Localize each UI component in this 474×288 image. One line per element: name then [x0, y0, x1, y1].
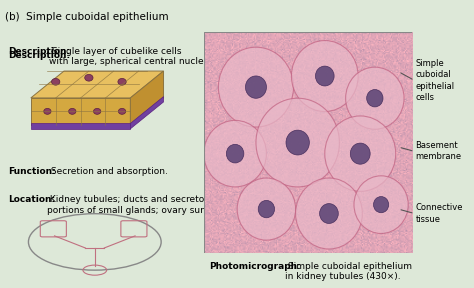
Circle shape: [258, 200, 274, 218]
Circle shape: [296, 178, 362, 249]
Text: Simple
cuboidal
epithelial
cells: Simple cuboidal epithelial cells: [415, 59, 455, 102]
Polygon shape: [31, 124, 130, 129]
Circle shape: [118, 108, 126, 114]
Circle shape: [246, 76, 266, 98]
Circle shape: [52, 78, 60, 85]
Circle shape: [237, 178, 296, 240]
Text: Connective
tissue: Connective tissue: [415, 204, 463, 223]
Circle shape: [319, 204, 338, 223]
Circle shape: [350, 143, 370, 164]
Text: Description:: Description:: [8, 47, 70, 56]
Circle shape: [69, 108, 76, 114]
Circle shape: [325, 116, 396, 191]
Polygon shape: [31, 98, 130, 125]
Text: Secretion and absorption.: Secretion and absorption.: [48, 167, 168, 176]
Circle shape: [315, 66, 334, 86]
Text: Description:: Description:: [8, 51, 70, 60]
Text: Location:: Location:: [8, 195, 55, 204]
Text: Photomicrograph:: Photomicrograph:: [209, 262, 301, 271]
Circle shape: [367, 90, 383, 107]
Circle shape: [374, 197, 389, 213]
Circle shape: [286, 130, 310, 155]
Text: Function:: Function:: [8, 167, 56, 176]
Circle shape: [85, 74, 93, 81]
Circle shape: [93, 108, 101, 114]
Circle shape: [354, 176, 408, 234]
Text: (b)  Simple cuboidal epithelium: (b) Simple cuboidal epithelium: [5, 12, 168, 22]
Polygon shape: [31, 71, 164, 98]
Circle shape: [227, 144, 244, 163]
Text: Kidney tubules; ducts and secretory
portions of small glands; ovary surface.: Kidney tubules; ducts and secretory port…: [47, 195, 226, 215]
Circle shape: [44, 108, 51, 114]
Text: Single layer of cubelike cells
with large, spherical central nuclei.: Single layer of cubelike cells with larg…: [49, 47, 209, 67]
Circle shape: [204, 120, 266, 187]
Circle shape: [256, 98, 339, 187]
Circle shape: [346, 67, 404, 129]
Circle shape: [118, 78, 126, 85]
Text: Basement
membrane: Basement membrane: [415, 141, 462, 162]
Polygon shape: [130, 96, 164, 129]
Text: Simple cuboidal epithelium
in kidney tubules (430×).: Simple cuboidal epithelium in kidney tub…: [285, 262, 412, 281]
Circle shape: [219, 47, 293, 127]
Polygon shape: [130, 71, 164, 125]
Circle shape: [292, 41, 358, 111]
